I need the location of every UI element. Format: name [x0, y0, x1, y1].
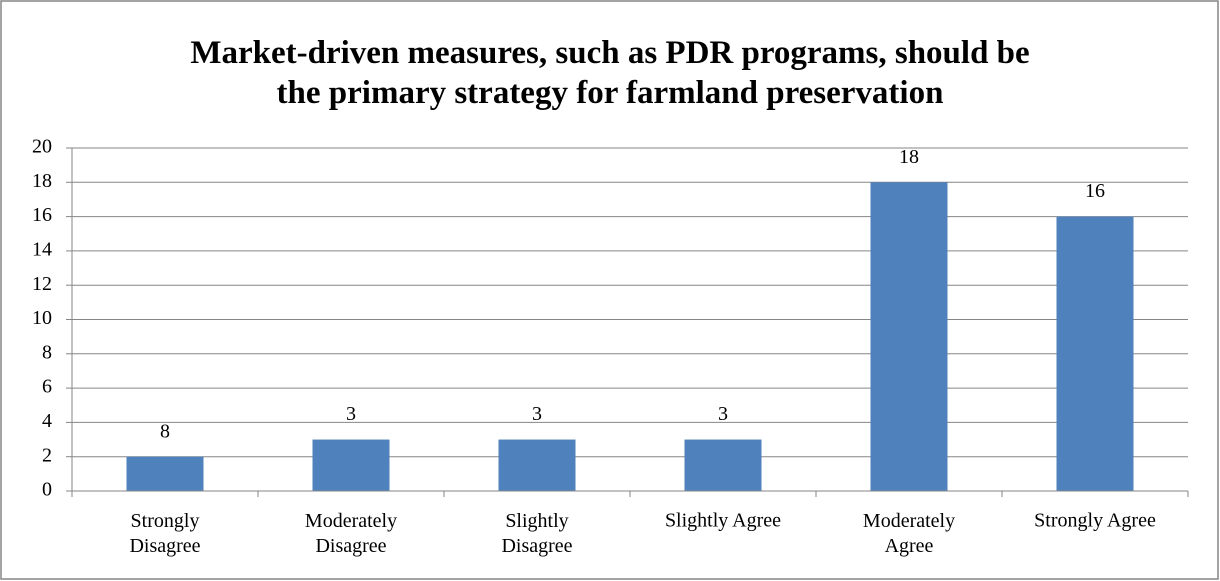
y-tick-label: 14: [32, 238, 52, 260]
y-tick-label: 16: [32, 204, 52, 226]
y-tick-label: 6: [42, 376, 52, 398]
data-label: 3: [532, 403, 542, 425]
y-tick-label: 12: [32, 273, 52, 295]
y-tick-label: 10: [32, 307, 52, 329]
y-tick-label: 8: [42, 341, 52, 363]
bar: [684, 439, 762, 491]
bar: [498, 439, 576, 491]
y-tick-label: 2: [42, 444, 52, 466]
x-tick-label: Moderately Agree: [863, 510, 955, 557]
y-tick-label: 18: [32, 170, 52, 192]
y-tick-label: 4: [42, 410, 52, 432]
chart-title: Market-driven measures, such as PDR prog…: [190, 35, 1029, 111]
bar: [870, 182, 948, 492]
x-tick-label: Slightly Disagree: [501, 510, 572, 557]
y-tick-label: 0: [42, 479, 52, 501]
data-label: 3: [346, 403, 356, 425]
data-label: 16: [1085, 180, 1105, 202]
x-tick-label: Slightly Agree: [665, 510, 781, 532]
bar: [1056, 216, 1134, 491]
bar: [312, 439, 390, 491]
data-label: 8: [160, 420, 170, 442]
x-tick-label: Strongly Agree: [1034, 510, 1156, 532]
bar: [126, 456, 204, 491]
data-label: 18: [899, 146, 919, 168]
y-tick-label: 20: [32, 136, 52, 158]
x-tick-label: Strongly Disagree: [129, 510, 200, 557]
data-label: 3: [718, 403, 728, 425]
x-tick-label: Moderately Disagree: [305, 510, 397, 557]
